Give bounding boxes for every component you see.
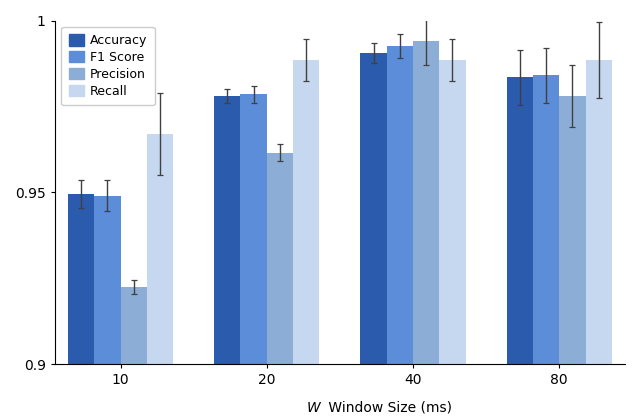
Bar	[214, 96, 241, 364]
Bar	[413, 41, 439, 364]
Bar	[293, 60, 319, 364]
Bar	[360, 53, 387, 364]
Bar	[120, 287, 147, 364]
Bar	[94, 196, 120, 364]
Text: W: W	[307, 401, 321, 415]
Bar	[387, 46, 413, 364]
Bar	[241, 94, 267, 364]
Text: Window Size (ms): Window Size (ms)	[324, 401, 452, 415]
Bar	[533, 75, 559, 364]
Bar	[586, 60, 612, 364]
Legend: Accuracy, F1 Score, Precision, Recall: Accuracy, F1 Score, Precision, Recall	[61, 27, 155, 105]
Bar	[507, 77, 533, 364]
Bar	[267, 153, 293, 364]
Bar	[147, 134, 173, 364]
Bar	[439, 60, 466, 364]
Bar	[559, 96, 586, 364]
Bar	[68, 194, 94, 364]
